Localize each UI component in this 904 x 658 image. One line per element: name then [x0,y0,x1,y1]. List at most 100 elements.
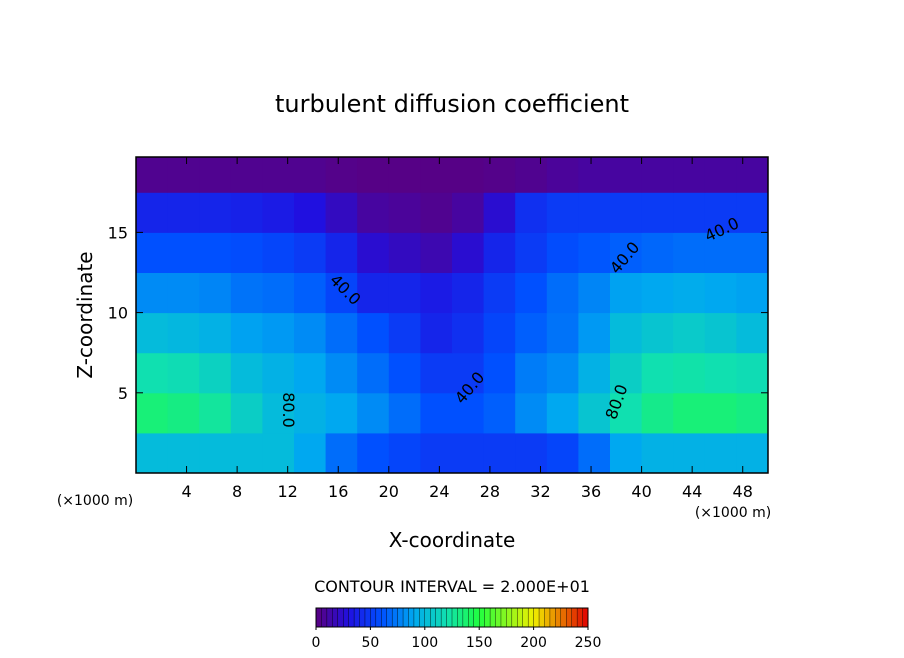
cell [704,192,737,233]
cell [262,157,295,193]
cell [199,192,232,233]
cell [167,392,200,434]
colorbar-swatch [473,607,480,628]
cell [546,192,579,233]
cell [199,432,232,473]
cell [230,352,263,394]
x-tick-label: 12 [278,482,298,501]
colorbar-tick-label: 50 [361,635,379,651]
colorbar-swatch [446,607,453,628]
x-unit: (×1000 m) [695,505,771,521]
colorbar-swatch [538,607,545,628]
cell [641,232,674,273]
cell [673,392,706,434]
cell [546,157,579,193]
cell [578,392,611,434]
cell [610,192,643,233]
cell [515,192,548,233]
cell [388,232,421,273]
cell [136,352,169,394]
cell [610,232,643,273]
cell [325,192,358,233]
cell [262,312,295,354]
colorbar-swatch [495,607,502,628]
cell [136,312,169,354]
colorbar-tick-label: 250 [575,635,602,651]
cell [325,432,358,473]
plot-frame [135,156,769,474]
colorbar-swatch [386,607,393,628]
cell [546,312,579,354]
cell [641,272,674,314]
cell [230,232,263,273]
cell [736,232,768,273]
cell [167,352,200,394]
cell [452,157,485,193]
cell [452,272,485,314]
cell [357,432,390,473]
cell [262,432,295,473]
cell [325,157,358,193]
colorbar-swatch [533,607,540,628]
colorbar-swatch [500,607,507,628]
contour-interval: CONTOUR INTERVAL = 2.000E+01 [314,577,590,596]
cell [136,432,169,473]
cell [452,392,485,434]
x-tick-label: 36 [581,482,601,501]
colorbar-swatch [549,607,556,628]
colorbar-swatch [506,607,513,628]
cell [673,272,706,314]
colorbar-swatch [457,607,464,628]
cell [483,192,516,233]
x-tick-label: 24 [429,482,449,501]
colorbar-swatch [397,607,404,628]
cell [388,192,421,233]
colorbar-swatch [468,607,475,628]
cell [578,312,611,354]
cell [199,157,232,193]
cell [388,352,421,394]
cell [515,352,548,394]
x-tick-label: 44 [682,482,702,501]
cell [515,272,548,314]
cell [294,392,327,434]
x-tick-label: 20 [379,482,399,501]
cell [388,157,421,193]
cell [136,392,169,434]
cell [515,157,548,193]
chart-title: turbulent diffusion coefficient [275,90,629,118]
colorbar-swatch [402,607,409,628]
colorbar-tick-label: 100 [411,635,438,651]
cell [294,232,327,273]
cell [673,232,706,273]
cell [704,272,737,314]
cell [230,312,263,354]
cell [357,157,390,193]
colorbar-tick-label: 200 [520,635,547,651]
colorbar-swatch [451,607,458,628]
cell [673,312,706,354]
cell [136,232,169,273]
cell [610,432,643,473]
cell [578,432,611,473]
cell [515,312,548,354]
cell [294,432,327,473]
colorbar-swatch [571,607,578,628]
colorbar-swatch [462,607,469,628]
x-tick-label: 4 [181,482,191,501]
cell [167,232,200,273]
heatmap [136,157,768,473]
cell [641,352,674,394]
colorbar-swatch [582,607,589,628]
cell [736,352,768,394]
cell [483,392,516,434]
cell [325,392,358,434]
cell [357,192,390,233]
cell [641,432,674,473]
x-tick-label: 16 [328,482,348,501]
cell [515,392,548,434]
cell [641,392,674,434]
colorbar-swatch [560,607,567,628]
cell [452,352,485,394]
